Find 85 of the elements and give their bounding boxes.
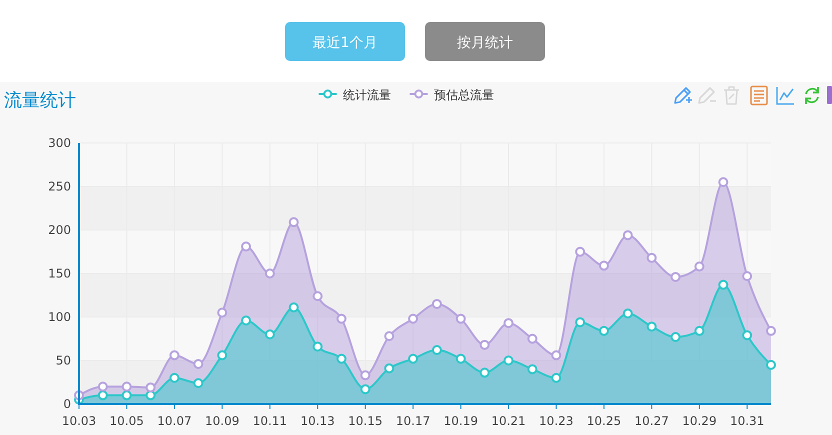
point <box>122 390 132 400</box>
point <box>551 372 562 383</box>
x-tick-label: 10.05 <box>110 414 144 428</box>
x-tick-label: 10.11 <box>252 414 288 428</box>
point <box>480 368 490 378</box>
x-tick-label: 10.09 <box>204 414 240 428</box>
point <box>312 342 323 352</box>
y-tick-label: 150 <box>48 266 71 280</box>
point <box>241 242 252 252</box>
point <box>694 262 704 272</box>
point <box>360 384 370 394</box>
legend-label: 预估总流量 <box>434 88 494 102</box>
point <box>288 217 299 228</box>
point <box>241 315 252 326</box>
point <box>193 358 204 369</box>
point <box>670 272 681 282</box>
point <box>551 350 562 360</box>
x-tick-label: 10.23 <box>539 414 574 428</box>
point <box>360 370 370 380</box>
x-tick-label: 10.21 <box>491 414 526 428</box>
point <box>432 298 442 309</box>
point <box>264 268 275 278</box>
point <box>598 260 609 271</box>
point <box>408 354 418 364</box>
point <box>598 326 609 336</box>
point <box>384 363 394 374</box>
point <box>98 382 108 392</box>
point <box>169 350 180 360</box>
point <box>456 354 466 364</box>
y-tick-label: 250 <box>48 180 71 194</box>
point <box>217 308 228 318</box>
point <box>766 326 776 336</box>
point <box>217 350 228 360</box>
point <box>575 317 586 328</box>
point <box>766 360 776 370</box>
button: 按月统计 <box>425 22 545 61</box>
x-tick-label: 10.29 <box>682 414 717 428</box>
y-tick-label: 50 <box>56 354 71 368</box>
x-tick-label: 10.07 <box>157 414 192 428</box>
point <box>622 230 633 240</box>
point <box>646 322 657 332</box>
point <box>122 382 132 392</box>
point <box>288 302 299 312</box>
x-tick-label: 10.19 <box>444 414 478 428</box>
point <box>527 334 538 344</box>
button: 最近1个月 <box>285 22 405 61</box>
point <box>169 372 180 383</box>
point <box>694 326 704 336</box>
point <box>718 280 728 290</box>
point <box>336 354 346 364</box>
x-tick-label: 10.25 <box>586 414 622 428</box>
x-tick-label: 10.17 <box>396 414 430 428</box>
point <box>575 246 586 257</box>
y-tick-label: 100 <box>48 310 71 324</box>
point <box>98 390 108 400</box>
point <box>504 318 514 328</box>
point <box>146 382 156 392</box>
point <box>646 252 657 263</box>
point <box>742 330 752 340</box>
x-tick-label: 10.15 <box>348 414 383 428</box>
point <box>408 314 418 324</box>
point <box>670 332 681 342</box>
point <box>718 177 728 188</box>
x-tick-label: 10.27 <box>634 414 669 428</box>
x-tick-label: 10.03 <box>62 414 96 428</box>
chart-title: 流量统计 <box>4 90 76 111</box>
x-tick-label: 10.31 <box>730 414 764 428</box>
point <box>622 308 633 319</box>
point <box>504 356 514 366</box>
point <box>527 364 538 374</box>
point <box>384 331 394 342</box>
point <box>264 329 275 340</box>
point <box>193 378 204 388</box>
x-tick-label: 10.13 <box>300 414 335 428</box>
y-tick-label: 300 <box>48 136 71 150</box>
point <box>146 390 156 400</box>
point <box>312 291 323 302</box>
point <box>336 314 346 324</box>
point <box>432 345 442 356</box>
y-tick-label: 0 <box>63 397 71 411</box>
point <box>480 340 490 350</box>
point <box>456 314 466 324</box>
y-tick-label: 200 <box>48 223 71 237</box>
point <box>742 271 752 282</box>
legend-label: 统计流量 <box>342 88 391 102</box>
